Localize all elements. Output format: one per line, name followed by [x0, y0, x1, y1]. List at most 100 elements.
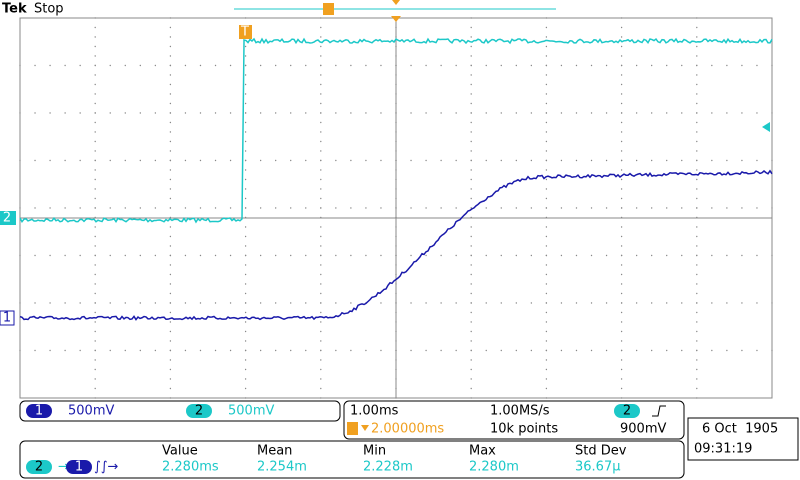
- grid-dot: [169, 36, 172, 38]
- grid-dot: [214, 349, 217, 352]
- grid-dot: [545, 330, 548, 333]
- grid-dot: [320, 83, 322, 86]
- grid-dot: [545, 264, 548, 266]
- grid-dot: [696, 131, 698, 133]
- grid-dot: [590, 112, 593, 114]
- grid-dot: [169, 311, 172, 314]
- grid-dot: [455, 112, 457, 114]
- grid-dot: [229, 302, 232, 304]
- grid-dot: [635, 112, 638, 114]
- grid-dot: [470, 64, 472, 67]
- trigger-position: [391, 16, 401, 22]
- grid-dot: [94, 131, 96, 133]
- grid-dot: [470, 36, 472, 38]
- ch2-waveform: [19, 37, 773, 224]
- grid-dot: [169, 340, 172, 342]
- grid-dot: [590, 207, 593, 209]
- grid-dot: [545, 36, 548, 38]
- ch2-marker-label: 2: [3, 211, 11, 226]
- grid-dot: [19, 254, 21, 257]
- meas-value: 2.254m: [257, 460, 307, 475]
- grid-dot: [545, 245, 548, 247]
- grid-dot: [726, 254, 728, 257]
- grid-dot: [79, 254, 81, 257]
- grid-dot: [470, 197, 472, 200]
- grid-dot: [470, 93, 472, 95]
- grid-dot: [244, 74, 247, 76]
- grid-dot: [154, 254, 157, 257]
- meas-from-badge: [26, 460, 52, 474]
- grid-dot: [470, 131, 472, 133]
- grid-dot: [169, 169, 172, 171]
- grid-dot: [650, 302, 653, 304]
- grid-dot: [666, 349, 668, 352]
- meas-header: Std Dev: [575, 444, 627, 459]
- grid-dot: [515, 159, 518, 162]
- meas-header: Value: [162, 444, 198, 459]
- grid-dot: [545, 368, 548, 371]
- grid-dot: [650, 112, 653, 114]
- grid-dot: [244, 368, 247, 371]
- grid-dot: [94, 93, 96, 95]
- grid-dot: [696, 26, 698, 29]
- grid-dot: [470, 235, 472, 238]
- grid-dot: [620, 131, 623, 133]
- grid-dot: [696, 102, 698, 105]
- grid-dot: [756, 254, 758, 257]
- grid-dot: [741, 254, 743, 257]
- grid-dot: [440, 112, 442, 114]
- grid-dot: [485, 112, 487, 114]
- grid-dot: [320, 74, 322, 76]
- grid-dot: [34, 254, 36, 257]
- grid-dot: [620, 74, 623, 76]
- grid-dot: [19, 159, 21, 162]
- grid-dot: [139, 159, 142, 162]
- meas-value: 36.67µ: [575, 460, 621, 475]
- grid-dot: [169, 387, 172, 390]
- grid-dot: [259, 349, 262, 352]
- grid-dot: [94, 321, 96, 323]
- grid-dot: [320, 226, 322, 228]
- grid-dot: [19, 207, 21, 209]
- grid-dot: [530, 349, 533, 352]
- grid-dot: [696, 340, 698, 342]
- grid-dot: [650, 207, 653, 209]
- grid-dot: [350, 207, 352, 209]
- grid-dot: [696, 235, 698, 238]
- grid-dot: [500, 302, 502, 304]
- grid-dot: [169, 321, 172, 323]
- grid-dot: [94, 64, 96, 67]
- grid-dot: [335, 112, 337, 114]
- grid-dot: [455, 207, 457, 209]
- grid-dot: [696, 264, 698, 266]
- grid-dot: [290, 302, 292, 304]
- grid-dot: [244, 112, 247, 114]
- grid-dot: [94, 283, 96, 285]
- grid-dot: [771, 254, 773, 257]
- grid-dot: [94, 83, 96, 86]
- grid-dot: [94, 330, 96, 333]
- grid-dot: [545, 292, 548, 295]
- grid-dot: [244, 226, 247, 228]
- grid-dot: [545, 131, 548, 133]
- grid-dot: [19, 64, 21, 67]
- grid-dot: [620, 302, 623, 304]
- grid-dot: [681, 302, 683, 304]
- grid-dot: [470, 112, 472, 114]
- grid-dot: [49, 64, 51, 67]
- grid-dot: [771, 302, 773, 304]
- grid-dot: [290, 349, 292, 352]
- grid-dot: [515, 254, 518, 257]
- grid-dot: [696, 368, 698, 371]
- grid-dot: [711, 112, 713, 114]
- grid-dot: [681, 207, 683, 209]
- grid-dot: [410, 159, 412, 162]
- grid-dot: [184, 302, 187, 304]
- grid-dot: [470, 55, 472, 57]
- grid-dot: [365, 112, 367, 114]
- grid-dot: [635, 302, 638, 304]
- grid-dot: [696, 178, 698, 181]
- grid-dot: [365, 159, 367, 162]
- grid-dot: [244, 311, 247, 314]
